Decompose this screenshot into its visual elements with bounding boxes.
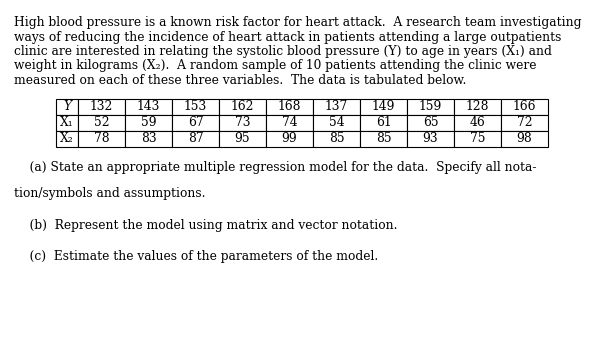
Bar [78, 115, 125, 131]
Bar [407, 98, 454, 115]
Bar [501, 115, 548, 131]
Text: 65: 65 [423, 116, 439, 129]
Text: 73: 73 [235, 116, 250, 129]
Bar [407, 115, 454, 131]
Bar [501, 131, 548, 147]
Text: (a) State an appropriate multiple regression model for the data.  Specify all no: (a) State an appropriate multiple regres… [14, 160, 536, 174]
Bar [56, 115, 78, 131]
Text: 98: 98 [516, 132, 532, 145]
Text: 137: 137 [325, 100, 348, 113]
Bar [360, 131, 407, 147]
Text: 87: 87 [188, 132, 204, 145]
Text: 143: 143 [137, 100, 160, 113]
Bar [360, 98, 407, 115]
Text: 153: 153 [184, 100, 207, 113]
Bar [454, 115, 501, 131]
Text: 75: 75 [470, 132, 485, 145]
Bar [313, 131, 360, 147]
Text: X₂: X₂ [60, 132, 74, 145]
Text: 52: 52 [94, 116, 109, 129]
Text: 78: 78 [94, 132, 109, 145]
Bar [454, 98, 501, 115]
Bar [219, 131, 266, 147]
Text: 46: 46 [470, 116, 486, 129]
Bar [266, 98, 313, 115]
Text: (b)  Represent the model using matrix and vector notation.: (b) Represent the model using matrix and… [14, 218, 397, 231]
Bar [125, 131, 172, 147]
Bar [56, 131, 78, 147]
Bar [266, 131, 313, 147]
Text: 159: 159 [419, 100, 442, 113]
Text: 93: 93 [423, 132, 439, 145]
Bar [266, 115, 313, 131]
Text: 83: 83 [141, 132, 156, 145]
Bar [501, 98, 548, 115]
Text: measured on each of these three variables.  The data is tabulated below.: measured on each of these three variable… [14, 74, 466, 87]
Text: 85: 85 [329, 132, 344, 145]
Text: 166: 166 [513, 100, 536, 113]
Text: 162: 162 [231, 100, 254, 113]
Bar [172, 98, 219, 115]
Text: 85: 85 [376, 132, 391, 145]
Bar [313, 98, 360, 115]
Text: 99: 99 [281, 132, 297, 145]
Text: 128: 128 [466, 100, 489, 113]
Bar [407, 131, 454, 147]
Bar [313, 115, 360, 131]
Bar [172, 115, 219, 131]
Bar [172, 131, 219, 147]
Text: 67: 67 [188, 116, 204, 129]
Bar [56, 98, 78, 115]
Bar [360, 115, 407, 131]
Text: 149: 149 [371, 100, 395, 113]
Text: 59: 59 [141, 116, 156, 129]
Bar [125, 98, 172, 115]
Text: Y: Y [63, 100, 71, 113]
Bar [454, 131, 501, 147]
Text: 168: 168 [278, 100, 301, 113]
Text: 54: 54 [329, 116, 344, 129]
Text: clinic are interested in relating the systolic blood pressure (Y) to age in year: clinic are interested in relating the sy… [14, 45, 552, 58]
Text: (c)  Estimate the values of the parameters of the model.: (c) Estimate the values of the parameter… [14, 250, 378, 263]
Bar [78, 98, 125, 115]
Text: ways of reducing the incidence of heart attack in patients attending a large out: ways of reducing the incidence of heart … [14, 31, 561, 44]
Bar [125, 115, 172, 131]
Text: 95: 95 [235, 132, 250, 145]
Bar [219, 98, 266, 115]
Bar [219, 115, 266, 131]
Text: High blood pressure is a known risk factor for heart attack.  A research team in: High blood pressure is a known risk fact… [14, 16, 582, 29]
Text: tion/symbols and assumptions.: tion/symbols and assumptions. [14, 187, 205, 200]
Text: 61: 61 [376, 116, 391, 129]
Text: X₁: X₁ [60, 116, 74, 129]
Text: 72: 72 [516, 116, 532, 129]
Text: 74: 74 [281, 116, 297, 129]
Bar [78, 131, 125, 147]
Text: 132: 132 [90, 100, 113, 113]
Text: weight in kilograms (X₂).  A random sample of 10 patients attending the clinic w: weight in kilograms (X₂). A random sampl… [14, 60, 536, 72]
